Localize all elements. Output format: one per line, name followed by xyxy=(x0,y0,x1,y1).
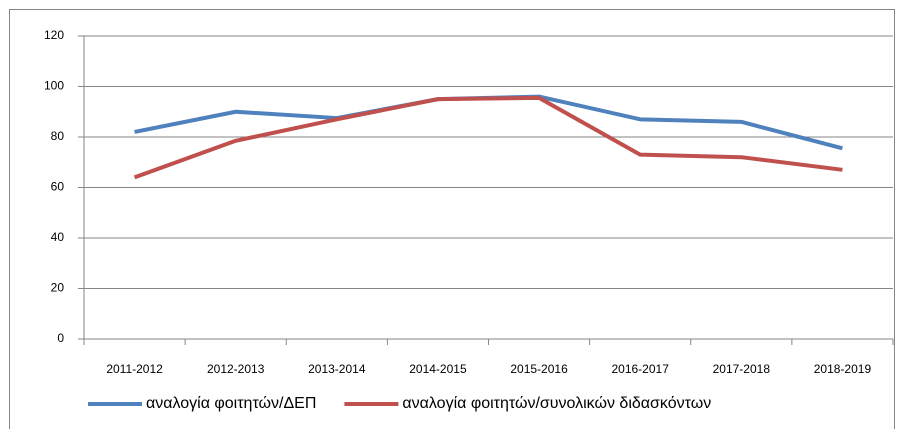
y-tick-label: 60 xyxy=(51,180,65,194)
x-tick-label: 2017-2018 xyxy=(713,362,771,376)
x-tick-label: 2013-2014 xyxy=(308,362,366,376)
x-tick-label: 2015-2016 xyxy=(510,362,568,376)
legend-text: αναλογία φοιτητών/ΔΕΠ xyxy=(146,395,316,412)
series-line xyxy=(133,95,843,180)
x-tick-label: 2018-2019 xyxy=(814,362,872,376)
x-tick-label: 2016-2017 xyxy=(611,362,669,376)
x-tick-label: 2011-2012 xyxy=(106,362,163,376)
y-tick-label: 40 xyxy=(51,230,65,244)
y-tick-label: 80 xyxy=(51,129,65,143)
x-tick-label: 2012-2013 xyxy=(207,362,265,376)
y-tick-label: 0 xyxy=(57,331,64,345)
x-tick-label: 2014-2015 xyxy=(409,362,467,376)
y-tick-label: 100 xyxy=(44,79,64,93)
y-tick-label: 20 xyxy=(51,281,65,295)
chart-frame xyxy=(9,9,895,429)
y-tick-label: 120 xyxy=(44,28,64,42)
legend-text: αναλογία φοιτητών/συνολικών διδασκόντων xyxy=(402,395,711,412)
